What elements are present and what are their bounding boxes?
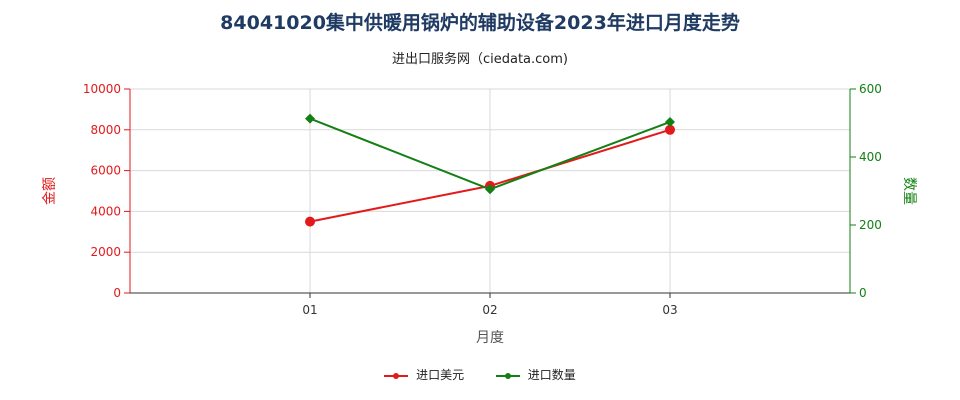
data-point-amount xyxy=(305,216,315,227)
y-axis-left-label: 金额 xyxy=(42,177,58,205)
x-tick-label: 02 xyxy=(482,303,497,317)
legend: 进口美元 进口数量 xyxy=(0,366,960,383)
y-left-tick-label: 6000 xyxy=(90,164,121,178)
data-point-quantity xyxy=(485,184,495,195)
legend-swatch-amount xyxy=(384,370,409,382)
x-tick-label: 03 xyxy=(662,303,677,317)
y-left-tick-label: 4000 xyxy=(90,204,121,218)
x-axis-label: 月度 xyxy=(476,330,504,346)
x-tick-label: 01 xyxy=(302,303,317,317)
legend-swatch-quantity xyxy=(495,370,520,382)
legend-item-amount[interactable]: 进口美元 xyxy=(384,366,464,383)
legend-label-amount: 进口美元 xyxy=(416,368,465,382)
data-point-amount xyxy=(665,124,675,135)
legend-item-quantity[interactable]: 进口数量 xyxy=(495,366,576,383)
chart-title: 84041020集中供暖用锅炉的辅助设备2023年进口月度走势 xyxy=(220,12,740,34)
y-left-tick-label: 2000 xyxy=(90,245,121,259)
chart-subtitle: 进出口服务网（ciedata.com) xyxy=(391,52,568,67)
y-right-tick-label: 200 xyxy=(859,218,882,232)
y-left-tick-label: 8000 xyxy=(90,123,121,137)
axes xyxy=(124,88,856,298)
legend-label-quantity: 进口数量 xyxy=(527,368,576,382)
y-right-tick-label: 400 xyxy=(859,150,882,164)
series-layer xyxy=(305,113,675,227)
tick-labels: 0 2000 4000 6000 8000 10000 0 200 400 600 01 02 03 xyxy=(83,82,882,317)
y-left-tick-label: 10000 xyxy=(83,82,121,96)
y-axis-right-label: 数量 xyxy=(901,177,917,205)
y-right-tick-label: 600 xyxy=(859,82,882,96)
data-point-quantity xyxy=(665,116,675,127)
y-right-tick-label: 0 xyxy=(859,286,867,300)
y-left-tick-label: 0 xyxy=(113,286,121,300)
data-point-quantity xyxy=(305,113,315,124)
